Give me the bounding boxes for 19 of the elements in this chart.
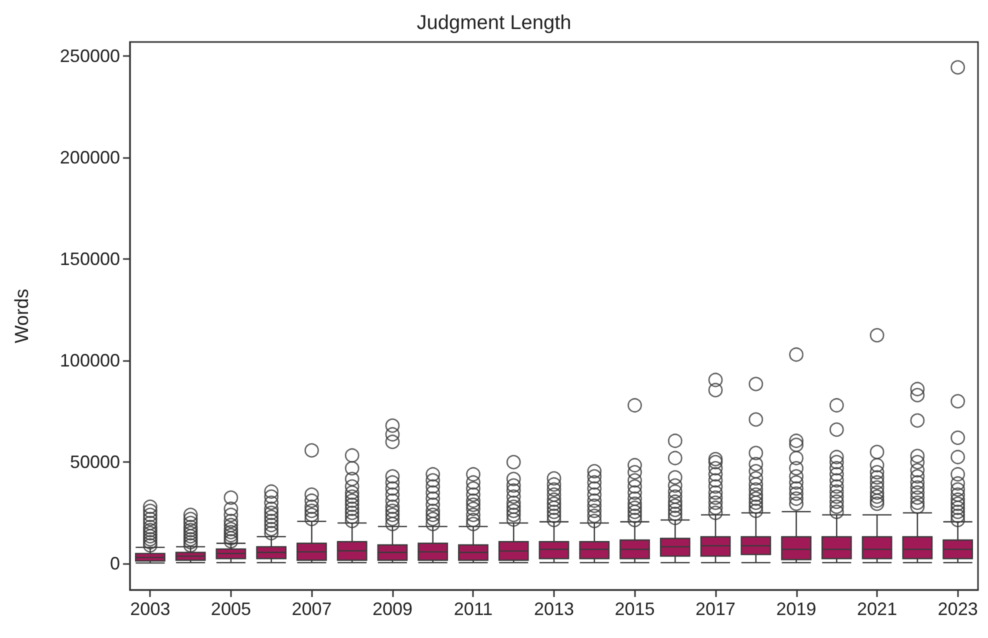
y-tick-label: 200000 [60,148,120,168]
y-tick-label: 100000 [60,350,120,371]
x-tick-label: 2021 [857,599,898,619]
y-tick-label: 150000 [60,249,120,270]
y-tick-label: 50000 [70,452,120,472]
x-tick-label: 2019 [776,599,816,619]
x-tick-label: 2009 [372,599,412,619]
x-tick-label: 2015 [614,599,655,619]
x-tick-label: 2011 [454,599,493,619]
chart-title: Judgment Length [416,12,572,34]
x-tick-label: 2017 [696,599,736,619]
x-tick-label: 2023 [938,599,978,619]
x-tick-label: 2003 [130,599,170,619]
x-tick-label: 2013 [534,599,574,619]
y-tick-label: 0 [110,554,120,574]
x-tick-label: 2007 [292,599,332,619]
x-tick-label: 2005 [210,599,251,619]
y-tick-label: 250000 [60,46,120,66]
y-axis-title: Words [12,288,33,344]
